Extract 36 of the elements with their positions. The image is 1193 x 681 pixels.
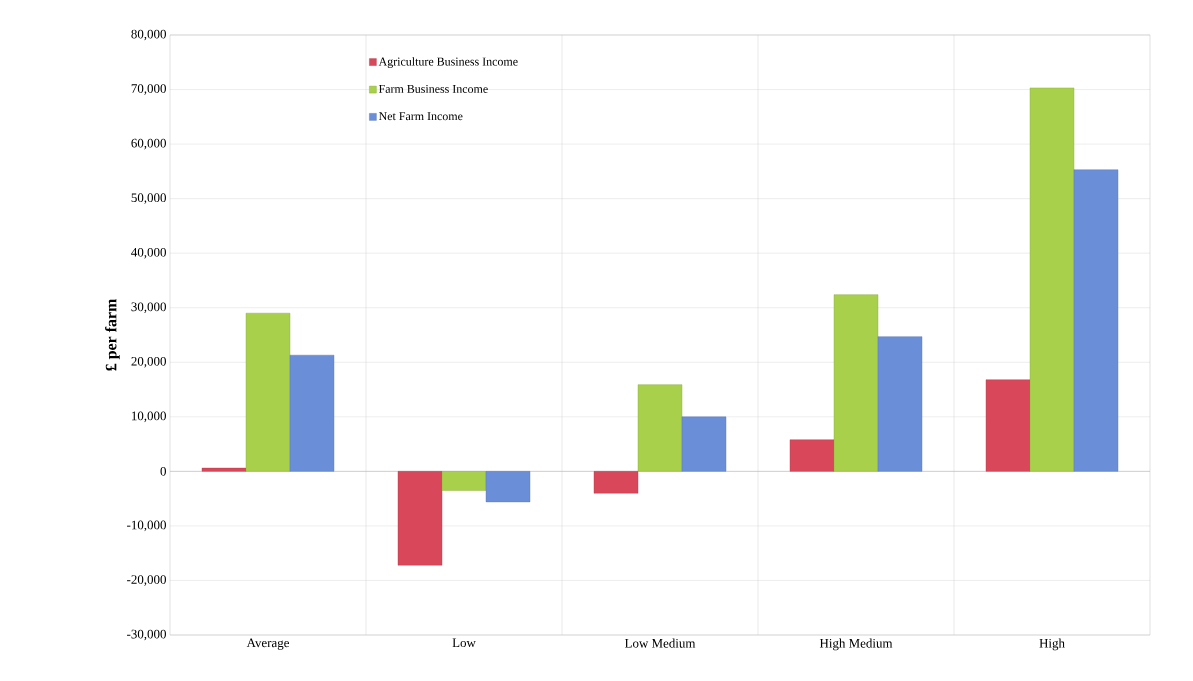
y-tick-label: 40,000 [131, 247, 166, 259]
y-tick-label: 50,000 [131, 193, 166, 204]
bar [985, 379, 1031, 472]
x-tick-label: High [1039, 638, 1065, 651]
bar [245, 312, 291, 472]
y-axis-title: £ per farm [105, 298, 120, 371]
x-tick-label: Low Medium [624, 638, 696, 648]
y-tick-label: -20,000 [127, 575, 166, 586]
y-tick-label: 20,000 [131, 356, 166, 368]
bar [397, 471, 443, 566]
bar [1073, 169, 1119, 472]
y-tick-label: 60,000 [131, 138, 166, 150]
y-tick-label: 10,000 [132, 411, 166, 423]
bar [289, 354, 335, 472]
bar [201, 467, 247, 472]
y-tick-label: 0 [160, 466, 166, 476]
y-tick-label: 30,000 [131, 302, 166, 314]
y-tick-label: -30,000 [127, 629, 166, 641]
legend-label: Farm Business Income [378, 84, 488, 93]
bar [681, 416, 727, 472]
x-tick-label: High Medium [819, 638, 893, 651]
legend-label: Agriculture Business Income [378, 57, 518, 69]
bar [1029, 87, 1075, 472]
bar [877, 336, 923, 472]
bar [441, 471, 487, 491]
x-tick-label: Average [246, 638, 290, 650]
bar [485, 471, 531, 503]
x-tick-label: Low [452, 638, 476, 648]
y-tick-label: -10,000 [127, 520, 166, 532]
y-tick-label: 80,000 [131, 29, 166, 41]
y-tick-label: 70,000 [131, 84, 166, 95]
legend-label: Net Farm Income [378, 112, 463, 121]
bar [789, 439, 835, 472]
bar [637, 384, 683, 472]
bar [833, 294, 879, 472]
bar [593, 471, 639, 494]
